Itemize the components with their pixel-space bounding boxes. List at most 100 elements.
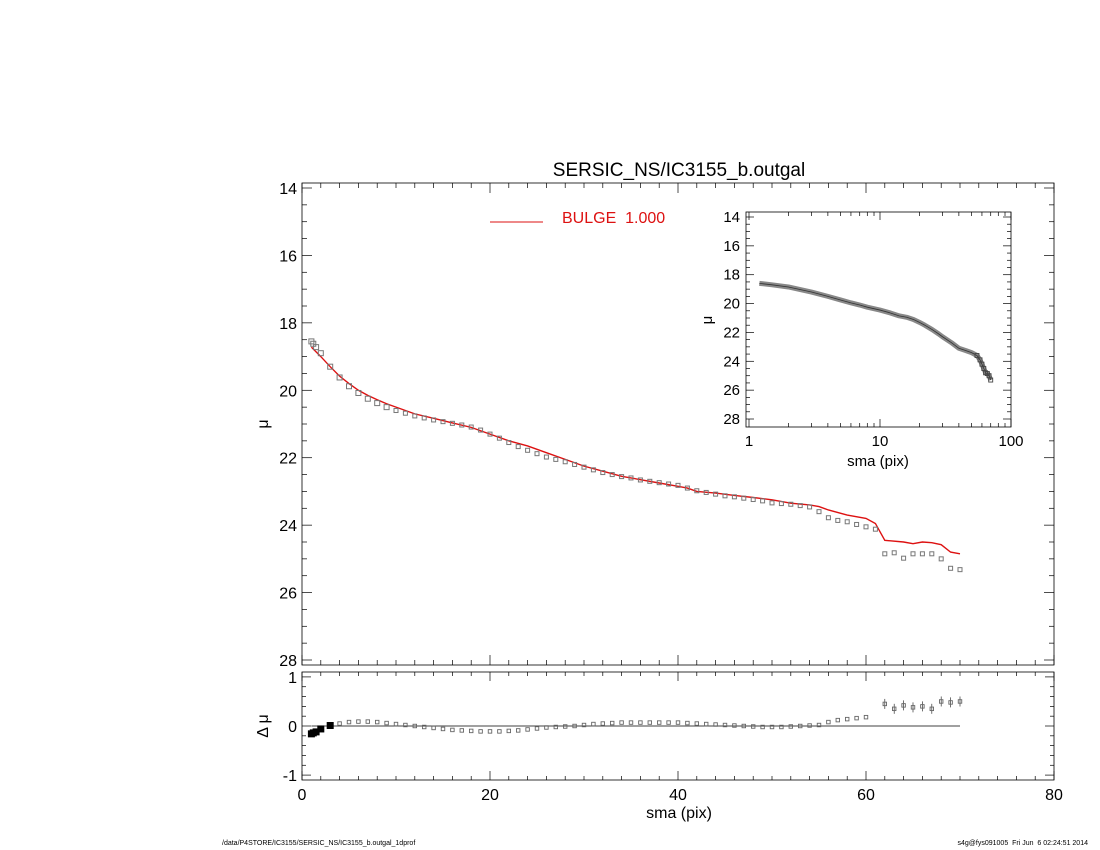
- footer-file-path: /data/P4STORE/IC3155/SERSIC_NS/IC3155_b.…: [222, 840, 416, 847]
- residual-point: [346, 719, 352, 725]
- data-point: [778, 501, 784, 507]
- inset-y-tick-label: 14: [723, 209, 740, 226]
- data-point: [760, 498, 766, 504]
- inset-plot-frame: [745, 211, 1012, 428]
- residual-point: [563, 724, 568, 729]
- residual-point: [863, 714, 869, 720]
- residual-point: [657, 720, 662, 725]
- data-point: [402, 410, 408, 416]
- data-point: [825, 515, 831, 521]
- data-point: [835, 517, 841, 523]
- main-y-tick-label: 20: [279, 383, 297, 400]
- data-point: [628, 475, 634, 481]
- residual-point: [788, 724, 793, 729]
- data-point: [872, 526, 878, 532]
- residual-point: [882, 701, 887, 707]
- residual-point: [497, 729, 502, 734]
- residual-point: [713, 722, 718, 727]
- residual-point: [920, 704, 925, 709]
- data-point: [440, 419, 446, 425]
- inset-x-tick-label: 1: [745, 433, 753, 450]
- residual-y-tick-label: 0: [288, 719, 297, 736]
- data-point: [431, 417, 437, 423]
- residual-panel: -101 0 20 40 60 80 Δ μ sma (pix): [255, 670, 1063, 822]
- data-point: [562, 459, 568, 465]
- main-y-tick-label: 24: [279, 518, 297, 535]
- data-point: [449, 420, 455, 426]
- residual-point: [845, 716, 850, 722]
- residual-y-axis-label: Δ μ: [255, 714, 272, 737]
- residual-axis-ticks: [301, 672, 1055, 780]
- residual-points: [307, 696, 963, 738]
- data-point: [572, 461, 578, 467]
- main-y-tick-label: 16: [279, 248, 297, 265]
- residual-point: [478, 729, 483, 734]
- residual-point: [694, 721, 699, 726]
- data-point: [581, 464, 587, 470]
- residual-point: [459, 728, 464, 733]
- residual-point: [760, 724, 765, 730]
- residual-point: [628, 720, 634, 725]
- residual-point: [553, 724, 558, 730]
- inset-y-tick-label: 20: [723, 296, 740, 313]
- data-point: [421, 415, 427, 421]
- inset-y-tick-label: 16: [723, 238, 740, 255]
- data-point: [383, 404, 390, 411]
- data-point: [355, 389, 362, 396]
- data-point: [891, 550, 897, 556]
- residual-point: [581, 722, 587, 728]
- inset-profile-points: [759, 280, 994, 383]
- data-point: [901, 555, 907, 561]
- data-point: [364, 395, 371, 402]
- residual-point: [525, 727, 530, 732]
- residual-x-tick-label: 40: [669, 787, 687, 804]
- data-point: [948, 565, 954, 571]
- residual-point: [751, 724, 756, 729]
- main-y-tick-label: 18: [279, 316, 297, 333]
- residual-point: [854, 715, 859, 721]
- residual-point: [356, 719, 361, 724]
- residual-point: [957, 699, 963, 704]
- residual-point: [666, 720, 671, 725]
- footer-timestamp: s4g@fys091005 Fri Jun 6 02:24:51 2014: [957, 840, 1088, 847]
- residual-point: [939, 699, 944, 704]
- data-point: [619, 474, 625, 480]
- main-y-tick-label: 26: [279, 586, 297, 603]
- inset-x-tick-labels: 1 10 100: [745, 433, 1024, 450]
- data-point: [844, 519, 850, 525]
- data-point: [910, 551, 916, 557]
- residual-point: [450, 727, 455, 733]
- main-y-axis-label: μ: [255, 419, 272, 428]
- data-point: [600, 470, 606, 476]
- inset-y-tick-labels: 14 16 18 20 22 24 26 28: [723, 209, 740, 428]
- data-point: [506, 440, 512, 446]
- residual-point: [647, 720, 652, 725]
- residual-point: [516, 728, 521, 733]
- data-point: [346, 383, 352, 390]
- data-point: [807, 504, 813, 510]
- inset-y-tick-label: 24: [723, 353, 740, 370]
- residual-point: [722, 722, 728, 728]
- data-point: [750, 497, 756, 503]
- data-point: [478, 427, 484, 433]
- residual-point: [317, 725, 325, 733]
- residual-point: [826, 719, 831, 725]
- inset-x-tick-label: 10: [872, 433, 889, 450]
- main-y-tick-label: 14: [279, 181, 297, 198]
- residual-x-tick-label: 80: [1045, 787, 1063, 804]
- inset-y-tick-label: 28: [723, 411, 740, 428]
- legend-label-bulge: BULGE 1.000: [562, 210, 665, 227]
- residual-point: [403, 722, 408, 728]
- data-point: [374, 400, 381, 407]
- data-point: [675, 482, 681, 488]
- inset-y-axis-label: μ: [699, 316, 716, 325]
- residual-point: [779, 724, 784, 730]
- data-point: [515, 444, 521, 450]
- residual-point: [948, 700, 953, 705]
- main-axis-ticks: [301, 183, 1055, 665]
- residual-point: [807, 723, 812, 728]
- data-point: [713, 491, 719, 497]
- data-point: [534, 451, 540, 457]
- data-point: [637, 477, 643, 483]
- residual-point: [732, 723, 737, 728]
